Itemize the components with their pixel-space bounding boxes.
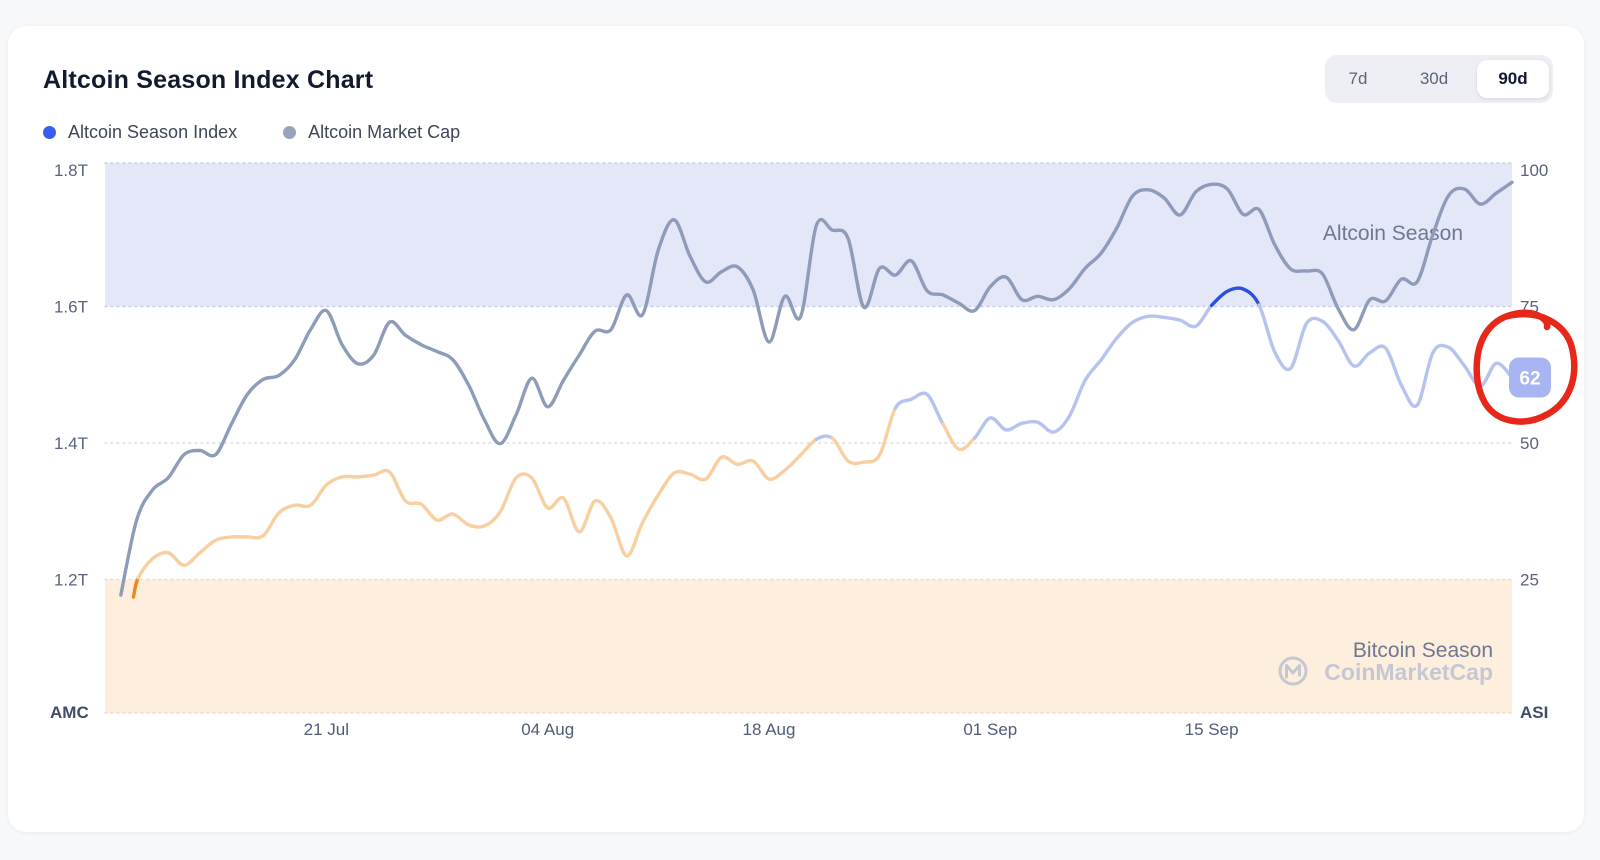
series-altcoin-season-index[interactable] [941, 422, 977, 452]
series-altcoin-season-index[interactable] [814, 434, 834, 441]
bitcoin-season-label: Bitcoin Season [1353, 639, 1493, 662]
series-altcoin-season-index[interactable] [893, 391, 945, 426]
x-axis-tick: 21 Jul [304, 720, 349, 739]
legend-dot-gray-icon [283, 125, 297, 139]
coinmarketcap-watermark: CoinMarketCap [1324, 659, 1493, 685]
y-left-axis-title: AMC [50, 703, 89, 722]
y-left-tick: 1.2T [54, 571, 88, 590]
series-altcoin-season-index[interactable] [830, 406, 898, 466]
series-altcoin-season-index[interactable] [131, 576, 140, 599]
legend-label: Altcoin Season Index [68, 121, 238, 142]
bitcoin-season-zone [105, 579, 1512, 713]
chart-card: Altcoin Season Index Chart Altcoin Seaso… [8, 26, 1584, 832]
series-altcoin-market-cap[interactable] [119, 180, 1514, 597]
series-altcoin-season-index[interactable] [972, 303, 1214, 440]
series-altcoin-season-index[interactable] [1209, 286, 1261, 308]
page-title: Altcoin Season Index Chart [43, 66, 374, 94]
x-axis-tick: 01 Sep [963, 720, 1017, 739]
legend-label: Altcoin Market Cap [308, 121, 461, 142]
x-axis-tick: 15 Sep [1185, 720, 1239, 739]
chart-canvas[interactable]: Altcoin Season Bitcoin SeasonCoinMarketCa… [8, 26, 1584, 832]
red-circle-annotation [1473, 309, 1578, 425]
y-right-tick: 50 [1520, 434, 1539, 453]
y-right-tick: 25 [1520, 571, 1539, 590]
x-axis-tick: 18 Aug [743, 720, 796, 739]
range-button-30d[interactable]: 30d [1401, 55, 1467, 103]
legend-item-altcoin-season-index[interactable]: Altcoin Season Index [43, 122, 237, 143]
time-range-selector: 7d 30d 90d [1325, 55, 1553, 103]
x-axis-tick: 04 Aug [521, 720, 574, 739]
coinmarketcap-logo-icon [1278, 656, 1308, 686]
range-button-90d[interactable]: 90d [1477, 60, 1549, 98]
y-right-axis-title: ASI [1520, 703, 1548, 722]
altcoin-season-zone [105, 163, 1512, 307]
series-altcoin-season-index[interactable] [136, 437, 819, 580]
altcoin-season-label: Altcoin Season [1323, 222, 1463, 245]
legend-item-altcoin-market-cap[interactable]: Altcoin Market Cap [283, 122, 460, 143]
current-value-badge[interactable] [1509, 357, 1551, 398]
y-right-tick: 100 [1520, 161, 1548, 180]
y-left-tick: 1.4T [54, 434, 88, 453]
y-left-tick: 1.8T [54, 161, 88, 180]
range-button-7d[interactable]: 7d [1325, 55, 1391, 103]
y-left-tick: 1.6T [54, 298, 88, 317]
series-altcoin-season-index[interactable] [1257, 303, 1514, 409]
chart-legend: Altcoin Season Index Altcoin Market Cap [43, 120, 460, 144]
current-value-badge-text: 62 [1519, 369, 1540, 390]
legend-dot-blue-icon [43, 125, 56, 139]
